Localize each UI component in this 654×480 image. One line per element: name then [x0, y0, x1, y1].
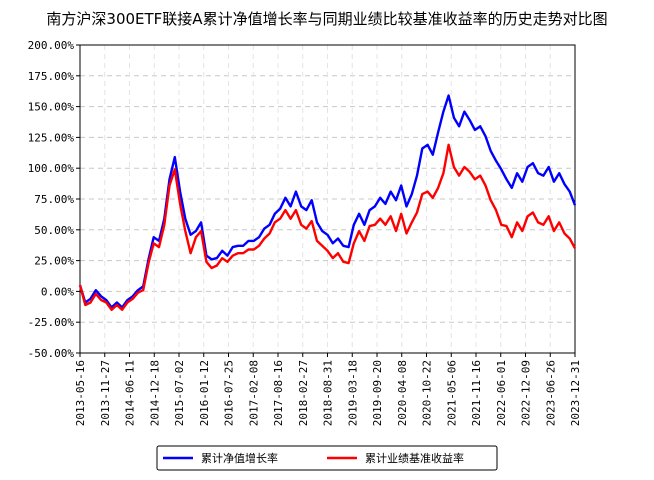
series-line-2: [78, 143, 577, 311]
x-tick-label: 2023-12-31: [569, 360, 582, 426]
x-tick-label: 2018-08-31: [322, 360, 335, 426]
y-tick-label: 75.00%: [34, 193, 74, 206]
series-layer: [78, 94, 577, 311]
x-tick-label: 2013-11-27: [99, 360, 112, 426]
legend: 累计净值增长率 累计业绩基准收益率: [156, 445, 498, 471]
x-tick-label: 2014-06-11: [124, 360, 137, 426]
y-tick-label: 25.00%: [34, 255, 74, 268]
x-tick-label: 2019-09-20: [371, 360, 384, 426]
x-tick-label: 2017-02-08: [247, 360, 260, 426]
x-tick-label: 2014-12-18: [148, 360, 161, 426]
x-tick-label: 2013-05-16: [74, 360, 87, 426]
x-tick-label: 2017-08-16: [272, 360, 285, 426]
series-line-1: [78, 94, 577, 309]
x-tick-label: 2020-10-22: [421, 360, 434, 426]
x-axis: 2013-05-16 2013-11-27 2014-06-11 2014-12-18…: [74, 353, 582, 426]
grid: [80, 45, 575, 353]
y-tick-label: 50.00%: [34, 224, 74, 237]
y-tick-label: 200.00%: [28, 39, 75, 52]
x-tick-label: 2020-04-08: [396, 360, 409, 426]
x-tick-label: 2016-07-25: [223, 360, 236, 426]
x-tick-label: 2016-01-12: [198, 360, 211, 426]
x-tick-label: 2021-11-16: [470, 360, 483, 426]
x-tick-label: 2018-02-27: [297, 360, 310, 426]
legend-label-2: 累计业绩基准收益率: [365, 451, 464, 465]
y-tick-label: 175.00%: [28, 70, 75, 83]
x-tick-label: 2015-07-02: [173, 360, 186, 426]
y-tick-label: -25.00%: [28, 316, 75, 329]
x-tick-label: 2022-12-09: [520, 360, 533, 426]
y-axis: 200.00% 175.00% 150.00% 125.00% 100.00% 75.00…: [28, 39, 80, 360]
y-tick-label: 0.00%: [41, 285, 74, 298]
y-tick-label: 125.00%: [28, 131, 75, 144]
x-tick-label: 2022-06-01: [495, 360, 508, 426]
x-tick-label: 2019-03-18: [346, 360, 359, 426]
y-tick-label: 150.00%: [28, 101, 75, 114]
chart-title: 南方沪深300ETF联接A累计净值增长率与同期业绩比较基准收益率的历史走势对比图: [46, 10, 607, 28]
y-tick-label: 100.00%: [28, 162, 75, 175]
legend-label-1: 累计净值增长率: [201, 451, 278, 465]
x-tick-label: 2023-06-26: [544, 360, 557, 426]
y-tick-label: -50.00%: [28, 347, 75, 360]
x-tick-label: 2021-05-06: [445, 360, 458, 426]
